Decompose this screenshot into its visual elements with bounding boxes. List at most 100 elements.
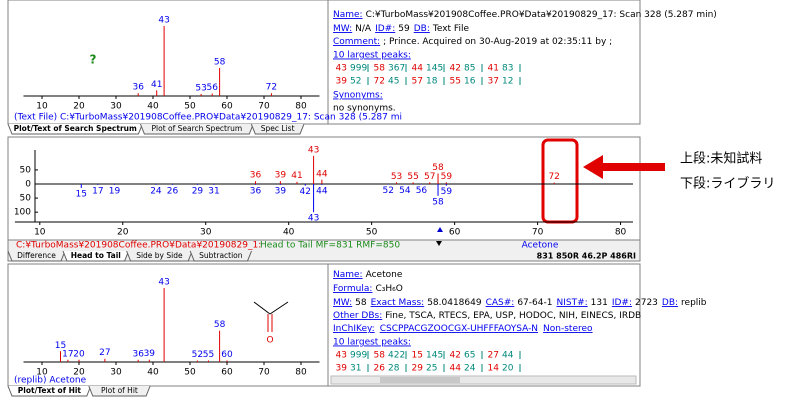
y-tick-label: 50 xyxy=(20,165,32,175)
library-peak-label: 26 xyxy=(167,186,179,196)
field-value: N/A xyxy=(355,24,372,34)
peak-intensity: 999 xyxy=(350,64,367,74)
library-peak-label: 54 xyxy=(399,186,411,196)
library-peak-label: 17 xyxy=(92,186,103,196)
link: Non-stereo xyxy=(543,324,593,334)
tab-label[interactable]: Head to Tail xyxy=(71,251,121,260)
x-tick-label: 80 xyxy=(615,228,627,238)
peak-mz: 72 xyxy=(374,77,385,87)
tab[interactable] xyxy=(62,250,130,262)
x-tick-label: 30 xyxy=(200,228,212,238)
tab[interactable] xyxy=(126,250,193,262)
scroll-thumb[interactable] xyxy=(380,377,460,383)
search-panel xyxy=(7,0,641,125)
peak-intensity: 31 xyxy=(350,364,361,374)
peak-intensity: 999 xyxy=(350,351,367,361)
dropdown-arrow[interactable] xyxy=(436,241,442,246)
tab-label[interactable]: Subtraction xyxy=(199,251,243,260)
tab-label[interactable]: Plot/Text of Search Spectrum xyxy=(14,124,137,133)
tab-label[interactable]: Plot/Text of Hit xyxy=(18,386,82,395)
x-tick-label: 70 xyxy=(258,368,270,378)
tab[interactable] xyxy=(189,250,252,262)
spectrum-caption: (Text File) C:¥TurboMass¥201908Coffee.PR… xyxy=(14,113,402,123)
library-peak-label: 29 xyxy=(192,186,204,196)
info-line: Other DBs: Fine, TSCA, RTECS, EPA, USP, H… xyxy=(333,311,641,321)
info-line: Name: C:¥TurboMass¥201908Coffee.PRO¥Data¥… xyxy=(333,10,717,20)
peak-mz: 27 xyxy=(488,351,499,361)
peak-intensity: 16 xyxy=(464,77,476,87)
tab-label[interactable]: Plot of Hit xyxy=(101,386,138,395)
peak-mz: 43 xyxy=(336,64,347,74)
compare-panel xyxy=(7,136,641,241)
field-value: Text File xyxy=(432,24,470,34)
library-peak-label: 52 xyxy=(383,186,394,196)
library-peak-label: 15 xyxy=(76,189,87,199)
y-tick-label: 50 xyxy=(20,194,32,204)
peak-mz: 58 xyxy=(374,64,386,74)
library-peak-label: 39 xyxy=(275,186,287,196)
peak-intensity: 25 xyxy=(426,364,437,374)
info-line: Name: Acetone xyxy=(333,270,403,280)
field-value: 2723 xyxy=(635,298,658,308)
unknown-peak-label: 55 xyxy=(407,172,418,182)
peak-mz: 29 xyxy=(412,364,424,374)
field-value: Acetone xyxy=(366,270,403,280)
structure xyxy=(253,301,289,332)
link: CSCPPACGZOOCGX-UHFFFAOYSA-N xyxy=(380,324,538,334)
library-peak-label: 36 xyxy=(250,186,262,196)
field-label: InChIKey: xyxy=(333,324,375,334)
tab[interactable] xyxy=(139,123,254,135)
x-tick-label: 50 xyxy=(366,228,378,238)
x-tick-label: 30 xyxy=(110,102,122,112)
field-value: C₃H₆O xyxy=(375,284,402,294)
tab[interactable] xyxy=(250,123,305,135)
tab[interactable] xyxy=(7,123,143,135)
info-line: Formula: C₃H₆O xyxy=(333,284,403,294)
unknown-peak-label: 36 xyxy=(250,171,262,181)
spectrum-caption: (replib) Acetone xyxy=(14,376,87,386)
x-tick-label: 60 xyxy=(221,102,233,112)
tab-label[interactable]: Side by Side xyxy=(136,251,183,260)
peak-label: 58 xyxy=(214,57,226,67)
peak-mz: 15 xyxy=(412,351,423,361)
field-label: Formula: xyxy=(333,284,372,294)
library-peak-label: 24 xyxy=(150,186,162,196)
peak-mz: 58 xyxy=(374,351,386,361)
info-line: MW: N/A ID#: 59 DB: Text File xyxy=(333,24,469,34)
tab-label[interactable]: Plot of Search Spectrum xyxy=(152,124,243,133)
library-peak-label: 59 xyxy=(441,187,453,197)
x-tick-label: 20 xyxy=(73,102,85,112)
peak-label: 55 xyxy=(203,350,214,360)
library-peak-label: 19 xyxy=(109,186,121,196)
peak-intensity: 45 xyxy=(388,77,399,87)
tab[interactable] xyxy=(7,385,92,397)
peak-intensity: 145 xyxy=(426,351,443,361)
x-tick-label: 10 xyxy=(36,102,48,112)
tab-label[interactable]: Spec List xyxy=(261,124,295,133)
library-peak-label: 31 xyxy=(208,186,219,196)
field-value: 58.0418649 xyxy=(427,298,482,308)
peak-mz: 57 xyxy=(412,77,423,87)
peak-label: 20 xyxy=(73,349,85,359)
match-score: Head to Tail MF=831 RMF=850 xyxy=(260,241,400,251)
field-label: CAS#: xyxy=(486,298,515,308)
peak-mz: 44 xyxy=(450,364,462,374)
unknown-peak-label: 53 xyxy=(391,172,402,182)
peak-intensity: 18 xyxy=(426,77,438,87)
tab[interactable] xyxy=(88,385,151,397)
x-tick-label: 70 xyxy=(532,228,544,238)
unknown-peak-label: 57 xyxy=(424,172,435,182)
note: 下段:ライブラリ xyxy=(680,176,775,192)
peak-intensity: 145 xyxy=(426,64,443,74)
scrollbar[interactable] xyxy=(330,375,637,385)
x-tick-label: 40 xyxy=(147,102,159,112)
unknown-peak-label: 58 xyxy=(432,163,444,173)
tab[interactable] xyxy=(7,250,66,262)
peak-label: 36 xyxy=(132,83,144,93)
tab-label[interactable]: Difference xyxy=(17,251,56,260)
field-label: Other DBs: xyxy=(333,311,382,321)
peak-mz: 26 xyxy=(374,364,386,374)
peak-mz: 37 xyxy=(488,77,499,87)
peak-mz: 41 xyxy=(488,64,499,74)
